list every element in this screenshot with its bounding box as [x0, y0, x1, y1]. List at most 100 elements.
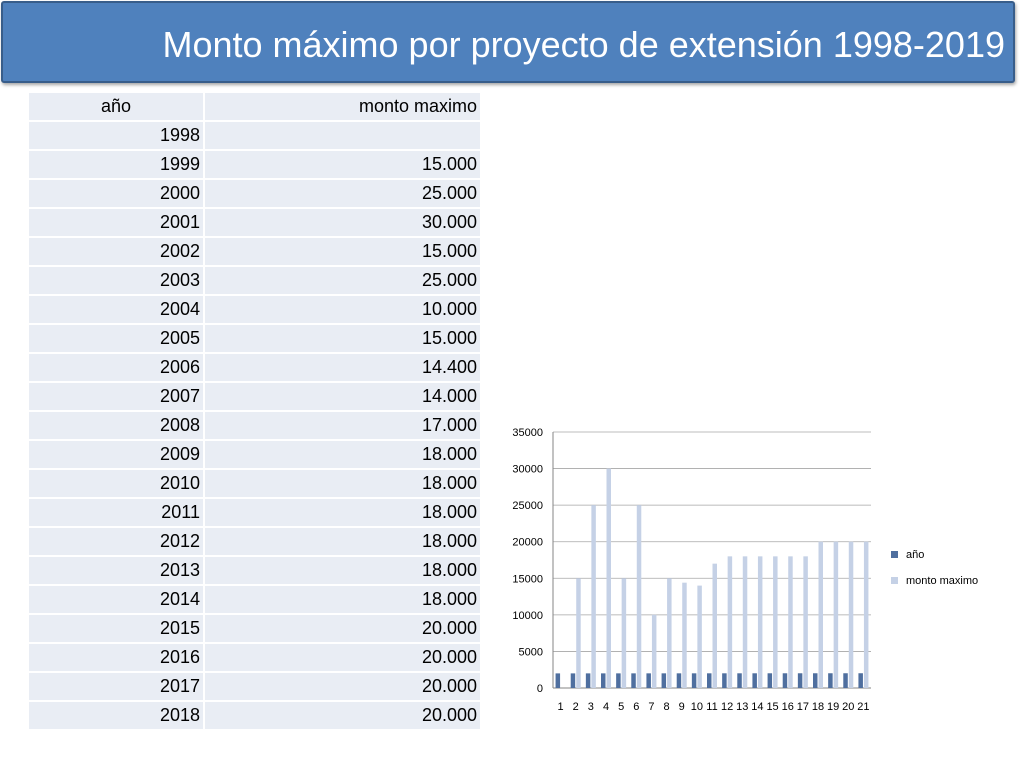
column-header-amount: monto maximo	[205, 93, 480, 122]
y-tick-label: 35000	[512, 427, 543, 439]
cell-amount: 10.000	[205, 296, 480, 325]
table-row: 2015 20.000	[29, 615, 480, 644]
table-header-row: año monto maximo	[29, 93, 480, 122]
x-tick-label: 10	[691, 701, 703, 713]
cell-amount: 18.000	[205, 499, 480, 528]
y-tick-label: 15000	[512, 573, 543, 585]
x-tick-label: 19	[827, 701, 839, 713]
x-tick-label: 5	[618, 701, 624, 713]
cell-year: 2003	[29, 267, 205, 296]
bar-year	[555, 673, 561, 688]
bar-year	[782, 673, 788, 688]
cell-amount: 20.000	[205, 702, 480, 731]
x-tick-label: 21	[857, 701, 869, 713]
cell-year: 2012	[29, 528, 205, 557]
cell-amount: 17.000	[205, 412, 480, 441]
x-tick-label: 20	[842, 701, 854, 713]
table-body: 1998 1999 15.000 2000 25.000 2001 30.000 2002 15…	[29, 122, 480, 731]
column-header-year: año	[29, 93, 205, 122]
bar-amount	[818, 541, 823, 688]
bar-year	[691, 673, 697, 688]
y-tick-label: 5000	[519, 646, 543, 658]
bar-amount	[636, 505, 642, 688]
y-tick-label: 30000	[512, 464, 543, 476]
cell-year: 1999	[29, 151, 205, 180]
cell-amount: 30.000	[205, 209, 480, 238]
bar-year	[843, 673, 848, 688]
x-tick-label: 7	[648, 701, 654, 713]
cell-amount: 18.000	[205, 586, 480, 615]
bar-amount	[773, 556, 778, 688]
cell-amount: 25.000	[205, 180, 480, 209]
table-row: 2007 14.000	[29, 383, 480, 412]
bar-year	[797, 673, 803, 688]
cell-amount: 15.000	[205, 151, 480, 180]
cell-amount: 18.000	[205, 441, 480, 470]
table-row: 2013 18.000	[29, 557, 480, 586]
bar-year	[707, 673, 712, 688]
legend-label: monto maximo	[906, 575, 978, 587]
x-tick-label: 4	[603, 701, 609, 713]
bar-year	[752, 673, 757, 688]
cell-year: 2000	[29, 180, 205, 209]
bar-amount	[803, 556, 808, 688]
bar-amount	[833, 541, 839, 688]
bar-amount	[863, 541, 869, 688]
cell-year: 2017	[29, 673, 205, 702]
cell-year: 2013	[29, 557, 205, 586]
cell-amount: 18.000	[205, 557, 480, 586]
cell-year: 2016	[29, 644, 205, 673]
bar-amount	[591, 505, 596, 688]
x-tick-label: 9	[679, 701, 685, 713]
table-row: 2017 20.000	[29, 673, 480, 702]
bar-year	[585, 673, 591, 688]
cell-amount: 20.000	[205, 644, 480, 673]
table-row: 2008 17.000	[29, 412, 480, 441]
bar-year	[601, 673, 606, 688]
bar-amount	[651, 614, 657, 688]
y-tick-label: 10000	[512, 610, 543, 622]
bar-amount	[757, 556, 763, 688]
cell-year: 2014	[29, 586, 205, 615]
bar-year	[661, 673, 667, 688]
data-table: año monto maximo 1998 1999 15.000 2000 25.00…	[29, 93, 480, 731]
cell-amount: 14.000	[205, 383, 480, 412]
table-row: 2014 18.000	[29, 586, 480, 615]
bar-amount	[742, 556, 748, 688]
x-tick-label: 17	[797, 701, 809, 713]
cell-amount: 15.000	[205, 238, 480, 267]
x-tick-label: 12	[721, 701, 733, 713]
bar-year	[813, 673, 818, 688]
table-row: 2006 14.400	[29, 354, 480, 383]
y-tick-label: 20000	[512, 537, 543, 549]
table-row: 2005 15.000	[29, 325, 480, 354]
bar-amount	[606, 468, 611, 688]
bar-year	[828, 673, 833, 688]
x-tick-label: 11	[706, 701, 717, 713]
bar-year	[676, 673, 682, 688]
bar-year	[722, 673, 727, 688]
x-tick-label: 14	[751, 701, 763, 713]
cell-year: 2004	[29, 296, 205, 325]
cell-amount: 18.000	[205, 470, 480, 499]
table-row: 2009 18.000	[29, 441, 480, 470]
cell-amount: 20.000	[205, 673, 480, 702]
bar-amount	[621, 578, 627, 688]
table-row: 2018 20.000	[29, 702, 480, 731]
cell-year: 2002	[29, 238, 205, 267]
table-row: 2004 10.000	[29, 296, 480, 325]
x-tick-label: 13	[736, 701, 748, 713]
cell-year: 2006	[29, 354, 205, 383]
bar-year	[570, 673, 576, 688]
table-row: 2012 18.000	[29, 528, 480, 557]
cell-year: 2009	[29, 441, 205, 470]
bar-amount	[788, 556, 793, 688]
bar-amount	[712, 563, 717, 688]
x-tick-label: 18	[812, 701, 824, 713]
cell-amount: 18.000	[205, 528, 480, 557]
table-row: 2000 25.000	[29, 180, 480, 209]
x-tick-label: 8	[664, 701, 670, 713]
title-bar: Monto máximo por proyecto de extensión 1…	[1, 1, 1015, 83]
bar-year	[616, 673, 621, 688]
legend-swatch	[891, 551, 898, 558]
